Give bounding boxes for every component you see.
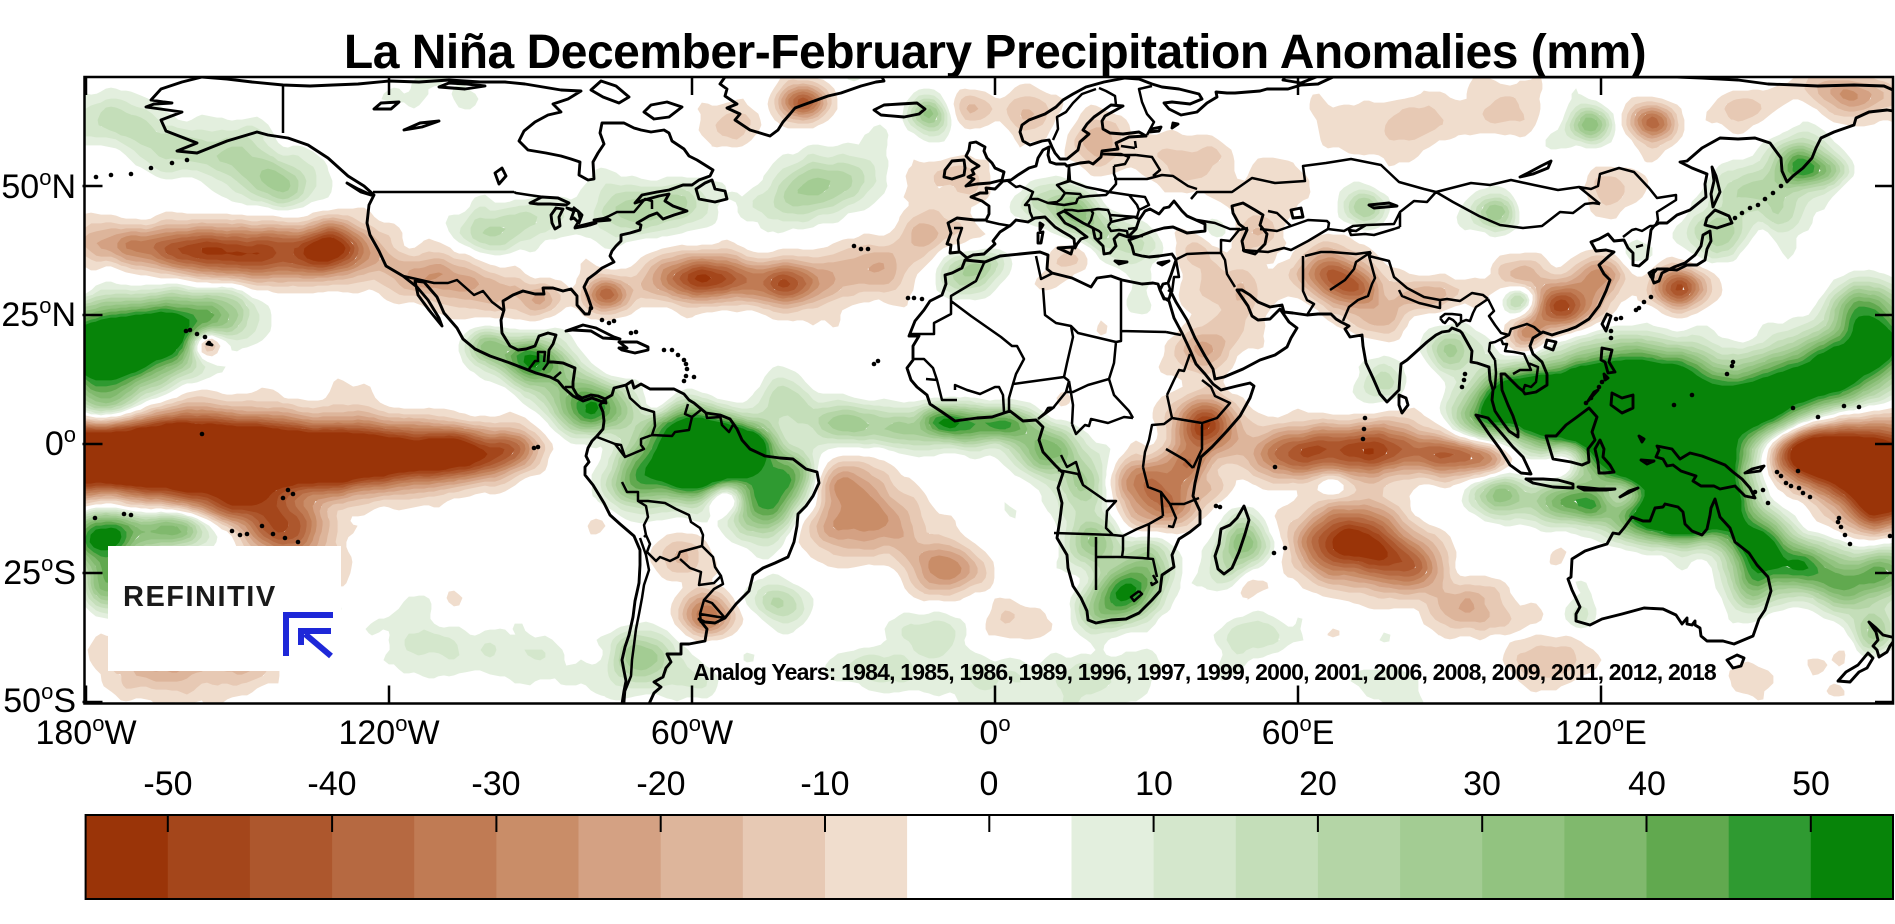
svg-text:-20: -20 <box>636 765 685 803</box>
svg-text:50oS: 50oS <box>3 679 76 720</box>
svg-text:180oW: 180oW <box>35 711 136 752</box>
svg-text:0o: 0o <box>45 422 76 463</box>
svg-text:-40: -40 <box>307 765 356 803</box>
svg-text:-10: -10 <box>800 765 849 803</box>
svg-text:50oN: 50oN <box>1 165 76 206</box>
svg-text:La Niña December-February Prec: La Niña December-February Precipitation … <box>344 26 1646 79</box>
svg-text:Analog Years: 1984, 1985, 1986: Analog Years: 1984, 1985, 1986, 1989, 19… <box>693 659 1717 685</box>
svg-text:0o: 0o <box>979 711 1010 752</box>
svg-text:-30: -30 <box>471 765 520 803</box>
svg-text:30: 30 <box>1463 765 1501 803</box>
svg-text:50: 50 <box>1792 765 1830 803</box>
svg-text:120oW: 120oW <box>338 711 439 752</box>
svg-text:0: 0 <box>980 765 999 803</box>
svg-text:60oW: 60oW <box>651 711 733 752</box>
svg-text:120oE: 120oE <box>1555 711 1647 752</box>
svg-text:REFINITIV: REFINITIV <box>123 581 277 613</box>
svg-text:20: 20 <box>1299 765 1337 803</box>
svg-text:25oN: 25oN <box>1 293 76 334</box>
svg-text:60oE: 60oE <box>1262 711 1335 752</box>
svg-text:25oS: 25oS <box>3 551 76 592</box>
svg-text:40: 40 <box>1628 765 1666 803</box>
svg-text:10: 10 <box>1135 765 1173 803</box>
svg-text:-50: -50 <box>143 765 192 803</box>
